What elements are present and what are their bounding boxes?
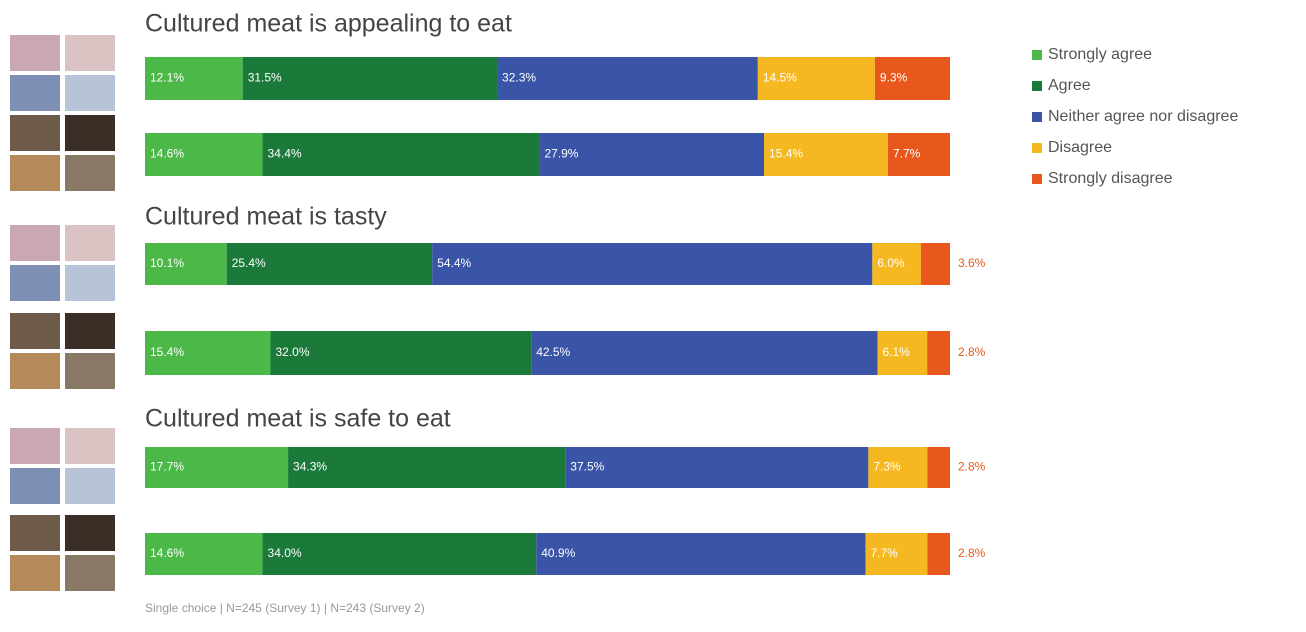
thumbnails	[10, 35, 115, 591]
legend-swatch	[1032, 50, 1042, 60]
bar-segment	[757, 57, 875, 100]
legend-swatch	[1032, 112, 1042, 122]
legend-swatch	[1032, 143, 1042, 153]
bar-segment	[145, 243, 227, 285]
value-label: 6.1%	[882, 345, 910, 359]
bar-segment	[927, 331, 950, 375]
value-label: 34.3%	[293, 460, 327, 474]
value-label: 34.0%	[268, 546, 302, 560]
bar-segment	[242, 57, 498, 100]
bar-segment	[432, 243, 873, 285]
bar-segment	[145, 533, 263, 575]
legend-swatch	[1032, 81, 1042, 91]
footnote: Single choice | N=245 (Survey 1) | N=243…	[145, 601, 425, 615]
value-label: 10.1%	[150, 256, 184, 270]
legend-label: Disagree	[1048, 139, 1112, 156]
bar-segment	[877, 331, 928, 375]
value-label: 12.1%	[150, 71, 184, 85]
bar-segment	[531, 331, 878, 375]
value-label: 6.0%	[877, 256, 905, 270]
panel-title: Cultured meat is tasty	[145, 203, 387, 231]
value-label: 17.7%	[150, 460, 184, 474]
bar-segment	[872, 243, 921, 285]
value-label: 31.5%	[248, 71, 282, 85]
value-label: 42.5%	[536, 345, 570, 359]
value-label: 37.5%	[570, 460, 604, 474]
value-label: 40.9%	[541, 546, 575, 560]
value-label: 32.3%	[502, 71, 536, 85]
value-label: 9.3%	[880, 71, 908, 85]
value-label: 7.7%	[870, 546, 898, 560]
bar-segment	[145, 57, 243, 100]
bar-segment	[865, 533, 928, 575]
bar-segment	[262, 133, 540, 176]
value-label: 14.5%	[763, 71, 797, 85]
value-label: 7.7%	[893, 147, 921, 161]
panel-title: Cultured meat is appealing to eat	[145, 10, 512, 38]
value-label: 27.9%	[544, 147, 578, 161]
bar-segment	[764, 133, 889, 176]
value-label: 2.8%	[958, 460, 986, 474]
value-label: 14.6%	[150, 546, 184, 560]
value-label: 54.4%	[437, 256, 471, 270]
bar-segment	[145, 133, 263, 176]
bar-segment	[497, 57, 758, 100]
bar-segment	[927, 447, 950, 488]
value-label: 15.4%	[150, 345, 184, 359]
bar-segment	[539, 133, 765, 176]
bar-segment	[888, 133, 950, 176]
legend-label: Strongly agree	[1048, 46, 1152, 63]
bar-segment	[920, 243, 950, 285]
bar-segment	[226, 243, 433, 285]
bar-segment	[270, 331, 532, 375]
value-label: 2.8%	[958, 546, 986, 560]
value-label: 3.6%	[958, 256, 986, 270]
legend-label: Neither agree nor disagree	[1048, 108, 1238, 125]
legend-swatch	[1032, 174, 1042, 184]
panel-title: Cultured meat is safe to eat	[145, 405, 451, 433]
value-label: 25.4%	[232, 256, 266, 270]
value-label: 7.3%	[873, 460, 901, 474]
value-label: 14.6%	[150, 147, 184, 161]
bar-segment	[874, 57, 950, 100]
legend-label: Strongly disagree	[1048, 170, 1173, 187]
bar-segment	[927, 533, 950, 575]
bar-segment	[288, 447, 566, 488]
bar-segment	[536, 533, 866, 575]
value-label: 15.4%	[769, 147, 803, 161]
value-label: 34.4%	[268, 147, 302, 161]
bar-segment	[565, 447, 869, 488]
bar-segment	[262, 533, 537, 575]
value-label: 2.8%	[958, 345, 986, 359]
bar-segment	[145, 331, 271, 375]
value-label: 32.0%	[275, 345, 309, 359]
bar-segment	[868, 447, 928, 488]
legend-label: Agree	[1048, 77, 1091, 94]
bar-segment	[145, 447, 289, 488]
